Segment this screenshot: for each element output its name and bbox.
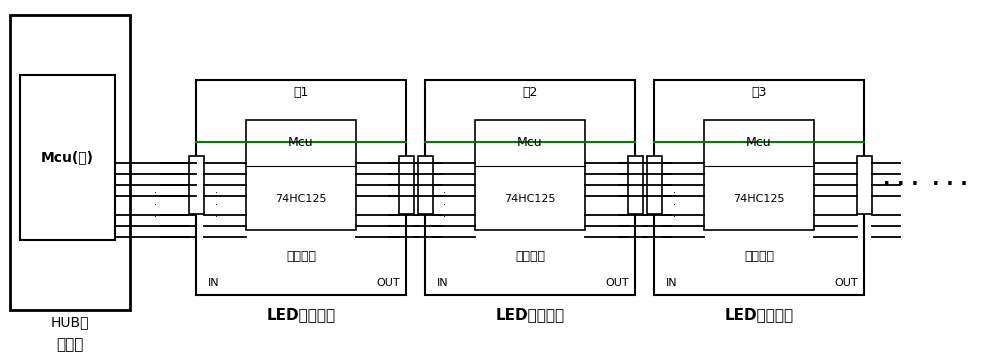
Text: ·
·
·: · · ·	[672, 188, 676, 222]
Bar	[196, 80, 406, 295]
Text: · · ·  · · ·: · · · · · ·	[883, 176, 967, 195]
Bar	[704, 120, 814, 230]
Text: HUB板: HUB板	[51, 315, 89, 329]
Text: IN: IN	[666, 278, 678, 288]
Text: IN: IN	[208, 278, 220, 288]
Bar	[399, 156, 414, 214]
Text: OUT: OUT	[376, 278, 400, 288]
Text: 74HC125: 74HC125	[504, 194, 556, 204]
Text: ·
·
·: · · ·	[214, 188, 218, 222]
Text: ·
·
·: · · ·	[444, 188, 446, 222]
Bar	[188, 156, 204, 214]
Bar	[10, 15, 130, 310]
Text: Mcu: Mcu	[517, 135, 543, 149]
Text: 智能模块: 智能模块	[515, 251, 545, 264]
Text: 从1: 从1	[293, 87, 309, 99]
Text: 从3: 从3	[751, 87, 767, 99]
Bar	[654, 80, 864, 295]
Bar	[246, 120, 356, 230]
Text: LED显示模组: LED显示模组	[266, 308, 336, 322]
Text: IN: IN	[437, 278, 449, 288]
Text: ·
·
·: · · ·	[154, 188, 157, 222]
Text: 从2: 从2	[522, 87, 538, 99]
Bar	[425, 80, 635, 295]
Bar	[475, 120, 585, 230]
Text: Mcu: Mcu	[288, 135, 314, 149]
Text: LED显示模组: LED显示模组	[495, 308, 565, 322]
Text: 74HC125: 74HC125	[733, 194, 785, 204]
Bar	[20, 75, 115, 240]
Text: OUT: OUT	[605, 278, 629, 288]
Bar	[857, 156, 872, 214]
Text: 智能模块: 智能模块	[286, 251, 316, 264]
Bar	[646, 156, 662, 214]
Text: 74HC125: 74HC125	[275, 194, 327, 204]
Bar	[418, 156, 433, 214]
Text: OUT: OUT	[834, 278, 858, 288]
Text: 智能模块: 智能模块	[744, 251, 774, 264]
Text: 接收卡: 接收卡	[56, 337, 84, 353]
Text: Mcu(主): Mcu(主)	[41, 150, 94, 164]
Text: LED显示模组: LED显示模组	[724, 308, 794, 322]
Bar	[628, 156, 642, 214]
Text: Mcu: Mcu	[746, 135, 772, 149]
